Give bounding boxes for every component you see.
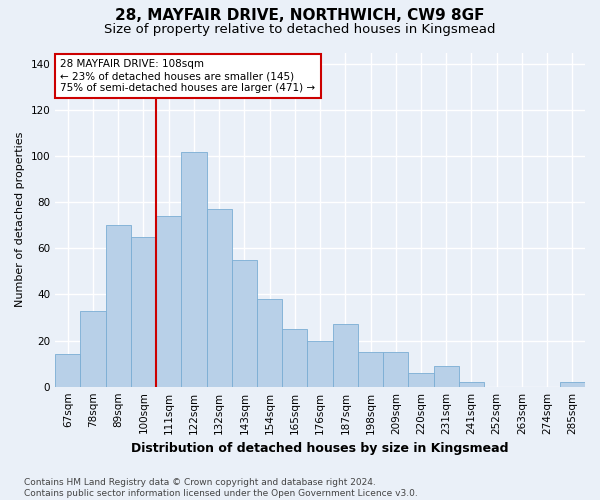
Bar bbox=[307, 340, 332, 386]
Bar bbox=[459, 382, 484, 386]
Text: Size of property relative to detached houses in Kingsmead: Size of property relative to detached ho… bbox=[104, 22, 496, 36]
Y-axis label: Number of detached properties: Number of detached properties bbox=[15, 132, 25, 308]
Bar bbox=[434, 366, 459, 386]
Bar bbox=[80, 310, 106, 386]
Bar bbox=[131, 237, 156, 386]
Text: 28 MAYFAIR DRIVE: 108sqm
← 23% of detached houses are smaller (145)
75% of semi-: 28 MAYFAIR DRIVE: 108sqm ← 23% of detach… bbox=[60, 60, 316, 92]
Bar bbox=[257, 299, 282, 386]
Bar bbox=[383, 352, 409, 386]
Bar bbox=[156, 216, 181, 386]
X-axis label: Distribution of detached houses by size in Kingsmead: Distribution of detached houses by size … bbox=[131, 442, 509, 455]
Text: 28, MAYFAIR DRIVE, NORTHWICH, CW9 8GF: 28, MAYFAIR DRIVE, NORTHWICH, CW9 8GF bbox=[115, 8, 485, 22]
Bar bbox=[181, 152, 206, 386]
Bar bbox=[232, 260, 257, 386]
Bar bbox=[358, 352, 383, 386]
Bar bbox=[332, 324, 358, 386]
Bar bbox=[55, 354, 80, 386]
Bar bbox=[409, 373, 434, 386]
Bar bbox=[560, 382, 585, 386]
Bar bbox=[282, 329, 307, 386]
Text: Contains HM Land Registry data © Crown copyright and database right 2024.
Contai: Contains HM Land Registry data © Crown c… bbox=[24, 478, 418, 498]
Bar bbox=[106, 226, 131, 386]
Bar bbox=[206, 209, 232, 386]
